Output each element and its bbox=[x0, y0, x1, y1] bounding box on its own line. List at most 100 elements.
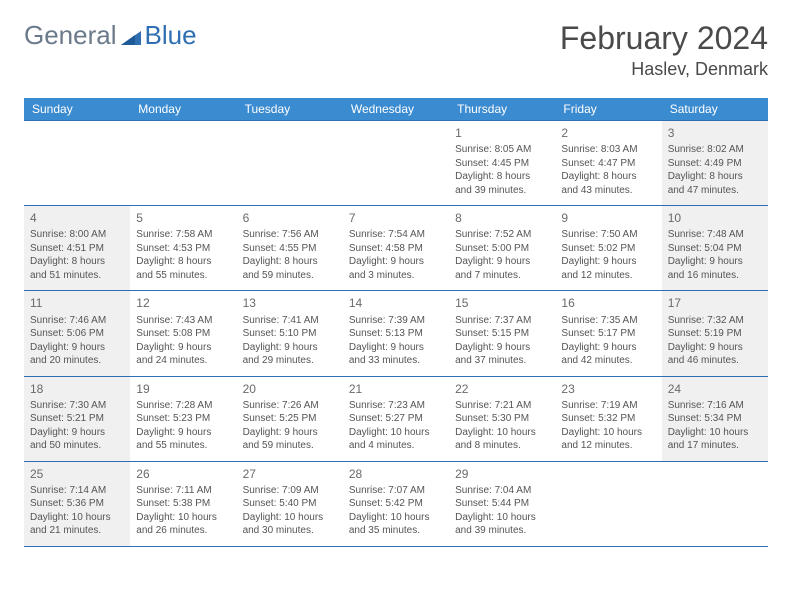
logo-triangle-icon bbox=[121, 27, 141, 45]
day-number: 16 bbox=[561, 295, 655, 311]
weekday-header: Friday bbox=[555, 98, 661, 121]
weekday-header: Saturday bbox=[662, 98, 768, 121]
day-sunset: Sunset: 5:10 PM bbox=[243, 327, 337, 341]
day-daylight: Daylight: 10 hours and 30 minutes. bbox=[243, 511, 337, 538]
day-daylight: Daylight: 9 hours and 37 minutes. bbox=[455, 341, 549, 368]
day-number: 23 bbox=[561, 381, 655, 397]
day-daylight: Daylight: 8 hours and 47 minutes. bbox=[668, 170, 762, 197]
location-label: Haslev, Denmark bbox=[560, 59, 768, 80]
day-daylight: Daylight: 9 hours and 29 minutes. bbox=[243, 341, 337, 368]
day-sunrise: Sunrise: 7:54 AM bbox=[349, 228, 443, 242]
day-sunrise: Sunrise: 7:46 AM bbox=[30, 314, 124, 328]
day-sunset: Sunset: 5:02 PM bbox=[561, 242, 655, 256]
day-sunrise: Sunrise: 7:56 AM bbox=[243, 228, 337, 242]
day-number: 26 bbox=[136, 466, 230, 482]
calendar-day-cell: 22Sunrise: 7:21 AMSunset: 5:30 PMDayligh… bbox=[449, 376, 555, 461]
calendar-week-row: 1Sunrise: 8:05 AMSunset: 4:45 PMDaylight… bbox=[24, 121, 768, 206]
calendar-week-row: 18 Sunrise: 7:30 AMSunset: 5:21 PM Dayligh… bbox=[24, 376, 768, 461]
day-sunrise: Sunrise: 7:39 AM bbox=[349, 314, 443, 328]
calendar-day-cell: 23Sunrise: 7:19 AMSunset: 5:32 PMDayligh… bbox=[555, 376, 661, 461]
calendar-header-row: SundayMondayTuesdayWednesdayThursdayFrid… bbox=[24, 98, 768, 121]
day-sunset: Sunset: 5:44 PM bbox=[455, 497, 549, 511]
day-sunrise: Sunrise: 7:04 AM bbox=[455, 484, 549, 498]
calendar-week-row: 11 Sunrise: 7:46 AMSunset: 5:06 PM Dayligh… bbox=[24, 291, 768, 376]
day-sunset: Sunset: 5:42 PM bbox=[349, 497, 443, 511]
day-number: 27 bbox=[243, 466, 337, 482]
day-sunset: Sunset: 5:40 PM bbox=[243, 497, 337, 511]
day-sunrise: Sunrise: 7:26 AM bbox=[243, 399, 337, 413]
day-daylight: Daylight: 10 hours and 17 minutes. bbox=[668, 426, 762, 453]
day-number: 4 bbox=[30, 210, 124, 226]
day-daylight: Daylight: 10 hours and 26 minutes. bbox=[136, 511, 230, 538]
day-daylight: Daylight: 9 hours and 55 minutes. bbox=[136, 426, 230, 453]
calendar-day-cell: 20Sunrise: 7:26 AMSunset: 5:25 PMDayligh… bbox=[237, 376, 343, 461]
calendar-day-cell bbox=[130, 121, 236, 206]
day-number: 6 bbox=[243, 210, 337, 226]
calendar-day-cell: 3 Sunrise: 8:02 AMSunset: 4:49 PMDaylight… bbox=[662, 121, 768, 206]
calendar-day-cell: 6Sunrise: 7:56 AMSunset: 4:55 PMDaylight… bbox=[237, 206, 343, 291]
day-number: 18 bbox=[30, 381, 124, 397]
day-number: 29 bbox=[455, 466, 549, 482]
calendar-day-cell: 21Sunrise: 7:23 AMSunset: 5:27 PMDayligh… bbox=[343, 376, 449, 461]
calendar-day-cell: 7Sunrise: 7:54 AMSunset: 4:58 PMDaylight… bbox=[343, 206, 449, 291]
day-sunrise: Sunrise: 7:30 AM bbox=[30, 399, 124, 413]
weekday-header: Tuesday bbox=[237, 98, 343, 121]
day-daylight: Daylight: 9 hours and 16 minutes. bbox=[668, 255, 762, 282]
day-sunset: Sunset: 4:51 PM bbox=[30, 242, 124, 256]
day-daylight: Daylight: 10 hours and 39 minutes. bbox=[455, 511, 549, 538]
day-sunrise: Sunrise: 7:58 AM bbox=[136, 228, 230, 242]
calendar-day-cell: 5Sunrise: 7:58 AMSunset: 4:53 PMDaylight… bbox=[130, 206, 236, 291]
calendar-day-cell: 16 Sunrise: 7:35 AMSunset: 5:17 PMDayligh… bbox=[555, 291, 661, 376]
calendar-day-cell: 1Sunrise: 8:05 AMSunset: 4:45 PMDaylight… bbox=[449, 121, 555, 206]
day-sunrise: Sunrise: 7:52 AM bbox=[455, 228, 549, 242]
day-sunrise: Sunrise: 7:28 AM bbox=[136, 399, 230, 413]
day-number: 19 bbox=[136, 381, 230, 397]
day-daylight: Daylight: 8 hours and 59 minutes. bbox=[243, 255, 337, 282]
calendar-day-cell bbox=[24, 121, 130, 206]
day-daylight: Daylight: 8 hours and 55 minutes. bbox=[136, 255, 230, 282]
day-sunrise: Sunrise: 7:11 AM bbox=[136, 484, 230, 498]
day-sunrise: Sunrise: 8:02 AM bbox=[668, 143, 762, 157]
calendar-day-cell: 29 Sunrise: 7:04 AMSunset: 5:44 PMDayligh… bbox=[449, 461, 555, 546]
calendar-day-cell bbox=[555, 461, 661, 546]
day-sunset: Sunset: 5:06 PM bbox=[30, 327, 124, 341]
day-number: 20 bbox=[243, 381, 337, 397]
day-number: 17 bbox=[668, 295, 762, 311]
day-sunset: Sunset: 5:36 PM bbox=[30, 497, 124, 511]
day-sunset: Sunset: 5:08 PM bbox=[136, 327, 230, 341]
day-sunrise: Sunrise: 7:41 AM bbox=[243, 314, 337, 328]
day-sunrise: Sunrise: 7:09 AM bbox=[243, 484, 337, 498]
calendar-day-cell: 14Sunrise: 7:39 AMSunset: 5:13 PMDayligh… bbox=[343, 291, 449, 376]
day-sunset: Sunset: 5:21 PM bbox=[30, 412, 124, 426]
day-number: 25 bbox=[30, 466, 124, 482]
day-sunrise: Sunrise: 7:21 AM bbox=[455, 399, 549, 413]
day-number: 11 bbox=[30, 295, 124, 311]
day-daylight: Daylight: 9 hours and 42 minutes. bbox=[561, 341, 655, 368]
month-title: February 2024 bbox=[560, 20, 768, 57]
day-sunrise: Sunrise: 7:35 AM bbox=[561, 314, 655, 328]
day-number: 13 bbox=[243, 295, 337, 311]
day-sunset: Sunset: 4:53 PM bbox=[136, 242, 230, 256]
day-sunrise: Sunrise: 7:23 AM bbox=[349, 399, 443, 413]
day-sunset: Sunset: 5:13 PM bbox=[349, 327, 443, 341]
weekday-header: Thursday bbox=[449, 98, 555, 121]
day-sunrise: Sunrise: 7:19 AM bbox=[561, 399, 655, 413]
day-sunset: Sunset: 5:15 PM bbox=[455, 327, 549, 341]
day-sunset: Sunset: 4:49 PM bbox=[668, 157, 762, 171]
day-sunrise: Sunrise: 7:43 AM bbox=[136, 314, 230, 328]
day-sunset: Sunset: 5:17 PM bbox=[561, 327, 655, 341]
day-daylight: Daylight: 9 hours and 46 minutes. bbox=[668, 341, 762, 368]
day-sunrise: Sunrise: 8:03 AM bbox=[561, 143, 655, 157]
day-number: 3 bbox=[668, 125, 762, 141]
day-daylight: Daylight: 9 hours and 33 minutes. bbox=[349, 341, 443, 368]
calendar-day-cell: 26Sunrise: 7:11 AMSunset: 5:38 PMDayligh… bbox=[130, 461, 236, 546]
day-sunset: Sunset: 5:23 PM bbox=[136, 412, 230, 426]
day-sunset: Sunset: 5:19 PM bbox=[668, 327, 762, 341]
day-sunset: Sunset: 4:45 PM bbox=[455, 157, 549, 171]
calendar-day-cell: 2Sunrise: 8:03 AMSunset: 4:47 PMDaylight… bbox=[555, 121, 661, 206]
day-sunrise: Sunrise: 7:50 AM bbox=[561, 228, 655, 242]
day-number: 8 bbox=[455, 210, 549, 226]
calendar-day-cell: 25Sunrise: 7:14 AMSunset: 5:36 PMDayligh… bbox=[24, 461, 130, 546]
weekday-header: Monday bbox=[130, 98, 236, 121]
day-number: 7 bbox=[349, 210, 443, 226]
